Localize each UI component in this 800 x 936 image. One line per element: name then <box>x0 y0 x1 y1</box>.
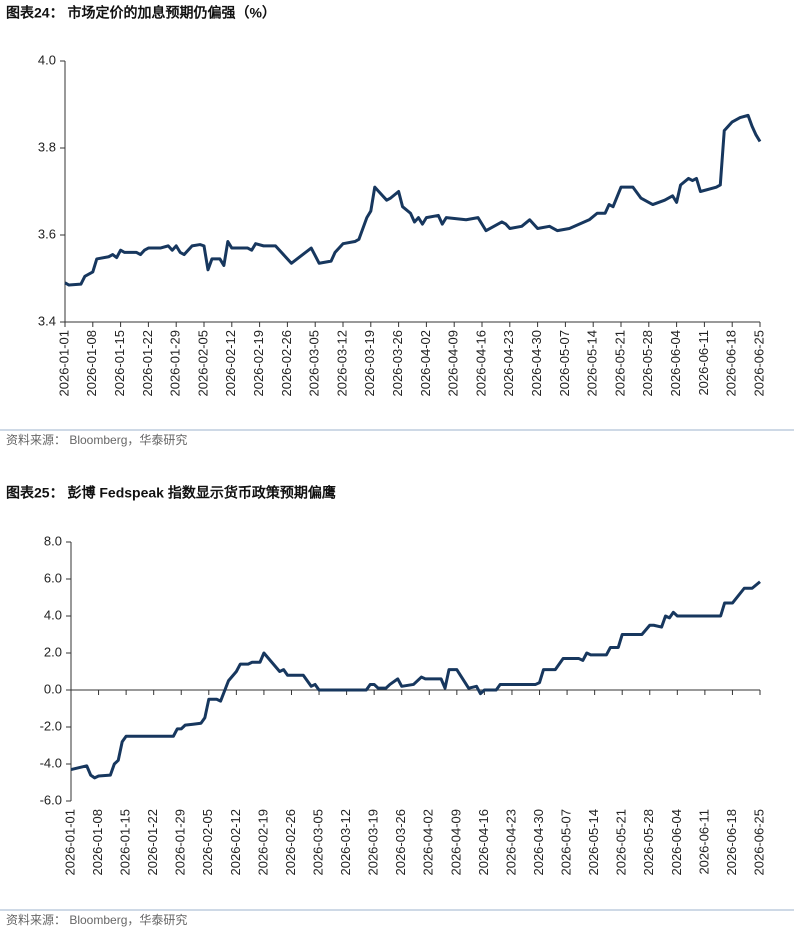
x-tick-label: 2026-04-23 <box>503 809 518 876</box>
x-tick-label: 2026-05-21 <box>612 330 627 397</box>
x-tick-label: 2026-04-23 <box>501 330 516 397</box>
x-tick-label: 2026-03-12 <box>334 330 349 397</box>
source-note: 资料来源： Bloomberg，华泰研究 <box>6 912 187 927</box>
x-tick-label: 2026-03-19 <box>362 330 377 397</box>
x-tick-label: 2026-05-28 <box>641 809 656 876</box>
x-tick-label: 2026-03-26 <box>393 809 408 876</box>
x-tick-label: 2026-01-29 <box>168 330 183 397</box>
x-tick-label: 2026-04-02 <box>418 330 433 397</box>
y-tick-label: 4.0 <box>38 52 56 67</box>
x-tick-label: 2026-03-05 <box>310 809 325 876</box>
x-tick-label: 2026-01-08 <box>84 330 99 397</box>
x-tick-label: 2026-02-19 <box>251 330 266 397</box>
x-tick-label: 2026-06-11 <box>696 809 711 875</box>
x-tick-label: 2026-04-30 <box>529 330 544 397</box>
x-tick-label: 2026-04-16 <box>473 330 488 397</box>
y-tick-label: 0.0 <box>44 681 62 696</box>
x-tick-label: 2026-02-05 <box>200 809 215 876</box>
x-tick-label: 2026-05-28 <box>640 330 655 397</box>
x-tick-label: 2026-01-08 <box>90 809 105 876</box>
x-tick-label: 2026-01-15 <box>118 809 133 876</box>
x-tick-label: 2026-04-02 <box>421 809 436 876</box>
x-tick-label: 2026-01-22 <box>140 330 155 397</box>
source-note: 资料来源： Bloomberg，华泰研究 <box>6 432 187 447</box>
chart-title: 图表24： 市场定价的加息预期仍偏强（%） <box>6 5 276 21</box>
x-tick-label: 2026-02-12 <box>223 330 238 397</box>
data-line <box>70 580 761 780</box>
x-tick-label: 2026-02-26 <box>279 330 294 397</box>
x-tick-label: 2026-05-07 <box>557 330 572 397</box>
x-tick-label: 2026-06-04 <box>669 809 684 876</box>
x-tick-label: 2026-01-15 <box>112 330 127 397</box>
x-tick-label: 2026-02-19 <box>255 809 270 876</box>
x-tick-label: 2026-04-16 <box>476 809 491 876</box>
x-tick-label: 2026-06-04 <box>668 330 683 397</box>
chart-title: 图表25： 彭博 Fedspeak 指数显示货币政策预期偏鹰 <box>6 485 336 501</box>
y-tick-label: 2.0 <box>44 644 62 659</box>
x-tick-label: 2026-03-19 <box>366 809 381 876</box>
x-tick-label: 2026-03-26 <box>390 330 405 397</box>
y-tick-label: -2.0 <box>40 718 62 733</box>
x-tick-label: 2026-06-25 <box>751 330 766 397</box>
x-tick-label: 2026-03-12 <box>338 809 353 876</box>
x-tick-label: 2026-03-05 <box>307 330 322 397</box>
data-line <box>64 113 762 287</box>
x-tick-label: 2026-01-01 <box>62 809 77 876</box>
y-tick-label: 6.0 <box>44 570 62 585</box>
x-tick-label: 2026-05-14 <box>586 809 601 876</box>
y-tick-label: -6.0 <box>40 792 62 807</box>
x-tick-label: 2026-06-18 <box>724 330 739 397</box>
x-tick-label: 2026-05-21 <box>614 809 629 876</box>
x-tick-label: 2026-04-30 <box>531 809 546 876</box>
x-tick-label: 2026-05-07 <box>559 809 574 876</box>
x-tick-label: 2026-06-18 <box>724 809 739 876</box>
y-tick-label: 3.6 <box>38 226 56 241</box>
y-tick-label: 4.0 <box>44 607 62 622</box>
x-tick-label: 2026-05-14 <box>585 330 600 397</box>
x-tick-label: 2026-06-25 <box>751 809 766 876</box>
x-tick-label: 2026-01-01 <box>56 330 71 397</box>
y-tick-label: 3.4 <box>38 313 56 328</box>
x-tick-label: 2026-01-22 <box>145 809 160 876</box>
y-tick-label: 3.8 <box>38 139 56 154</box>
x-tick-label: 2026-01-29 <box>173 809 188 876</box>
y-tick-label: 8.0 <box>44 533 62 548</box>
y-tick-label: -4.0 <box>40 755 62 770</box>
x-tick-label: 2026-06-11 <box>696 330 711 396</box>
x-tick-label: 2026-04-09 <box>446 330 461 397</box>
x-tick-label: 2026-02-05 <box>195 330 210 397</box>
x-tick-label: 2026-04-09 <box>448 809 463 876</box>
x-tick-label: 2026-02-26 <box>283 809 298 876</box>
x-tick-label: 2026-02-12 <box>228 809 243 876</box>
